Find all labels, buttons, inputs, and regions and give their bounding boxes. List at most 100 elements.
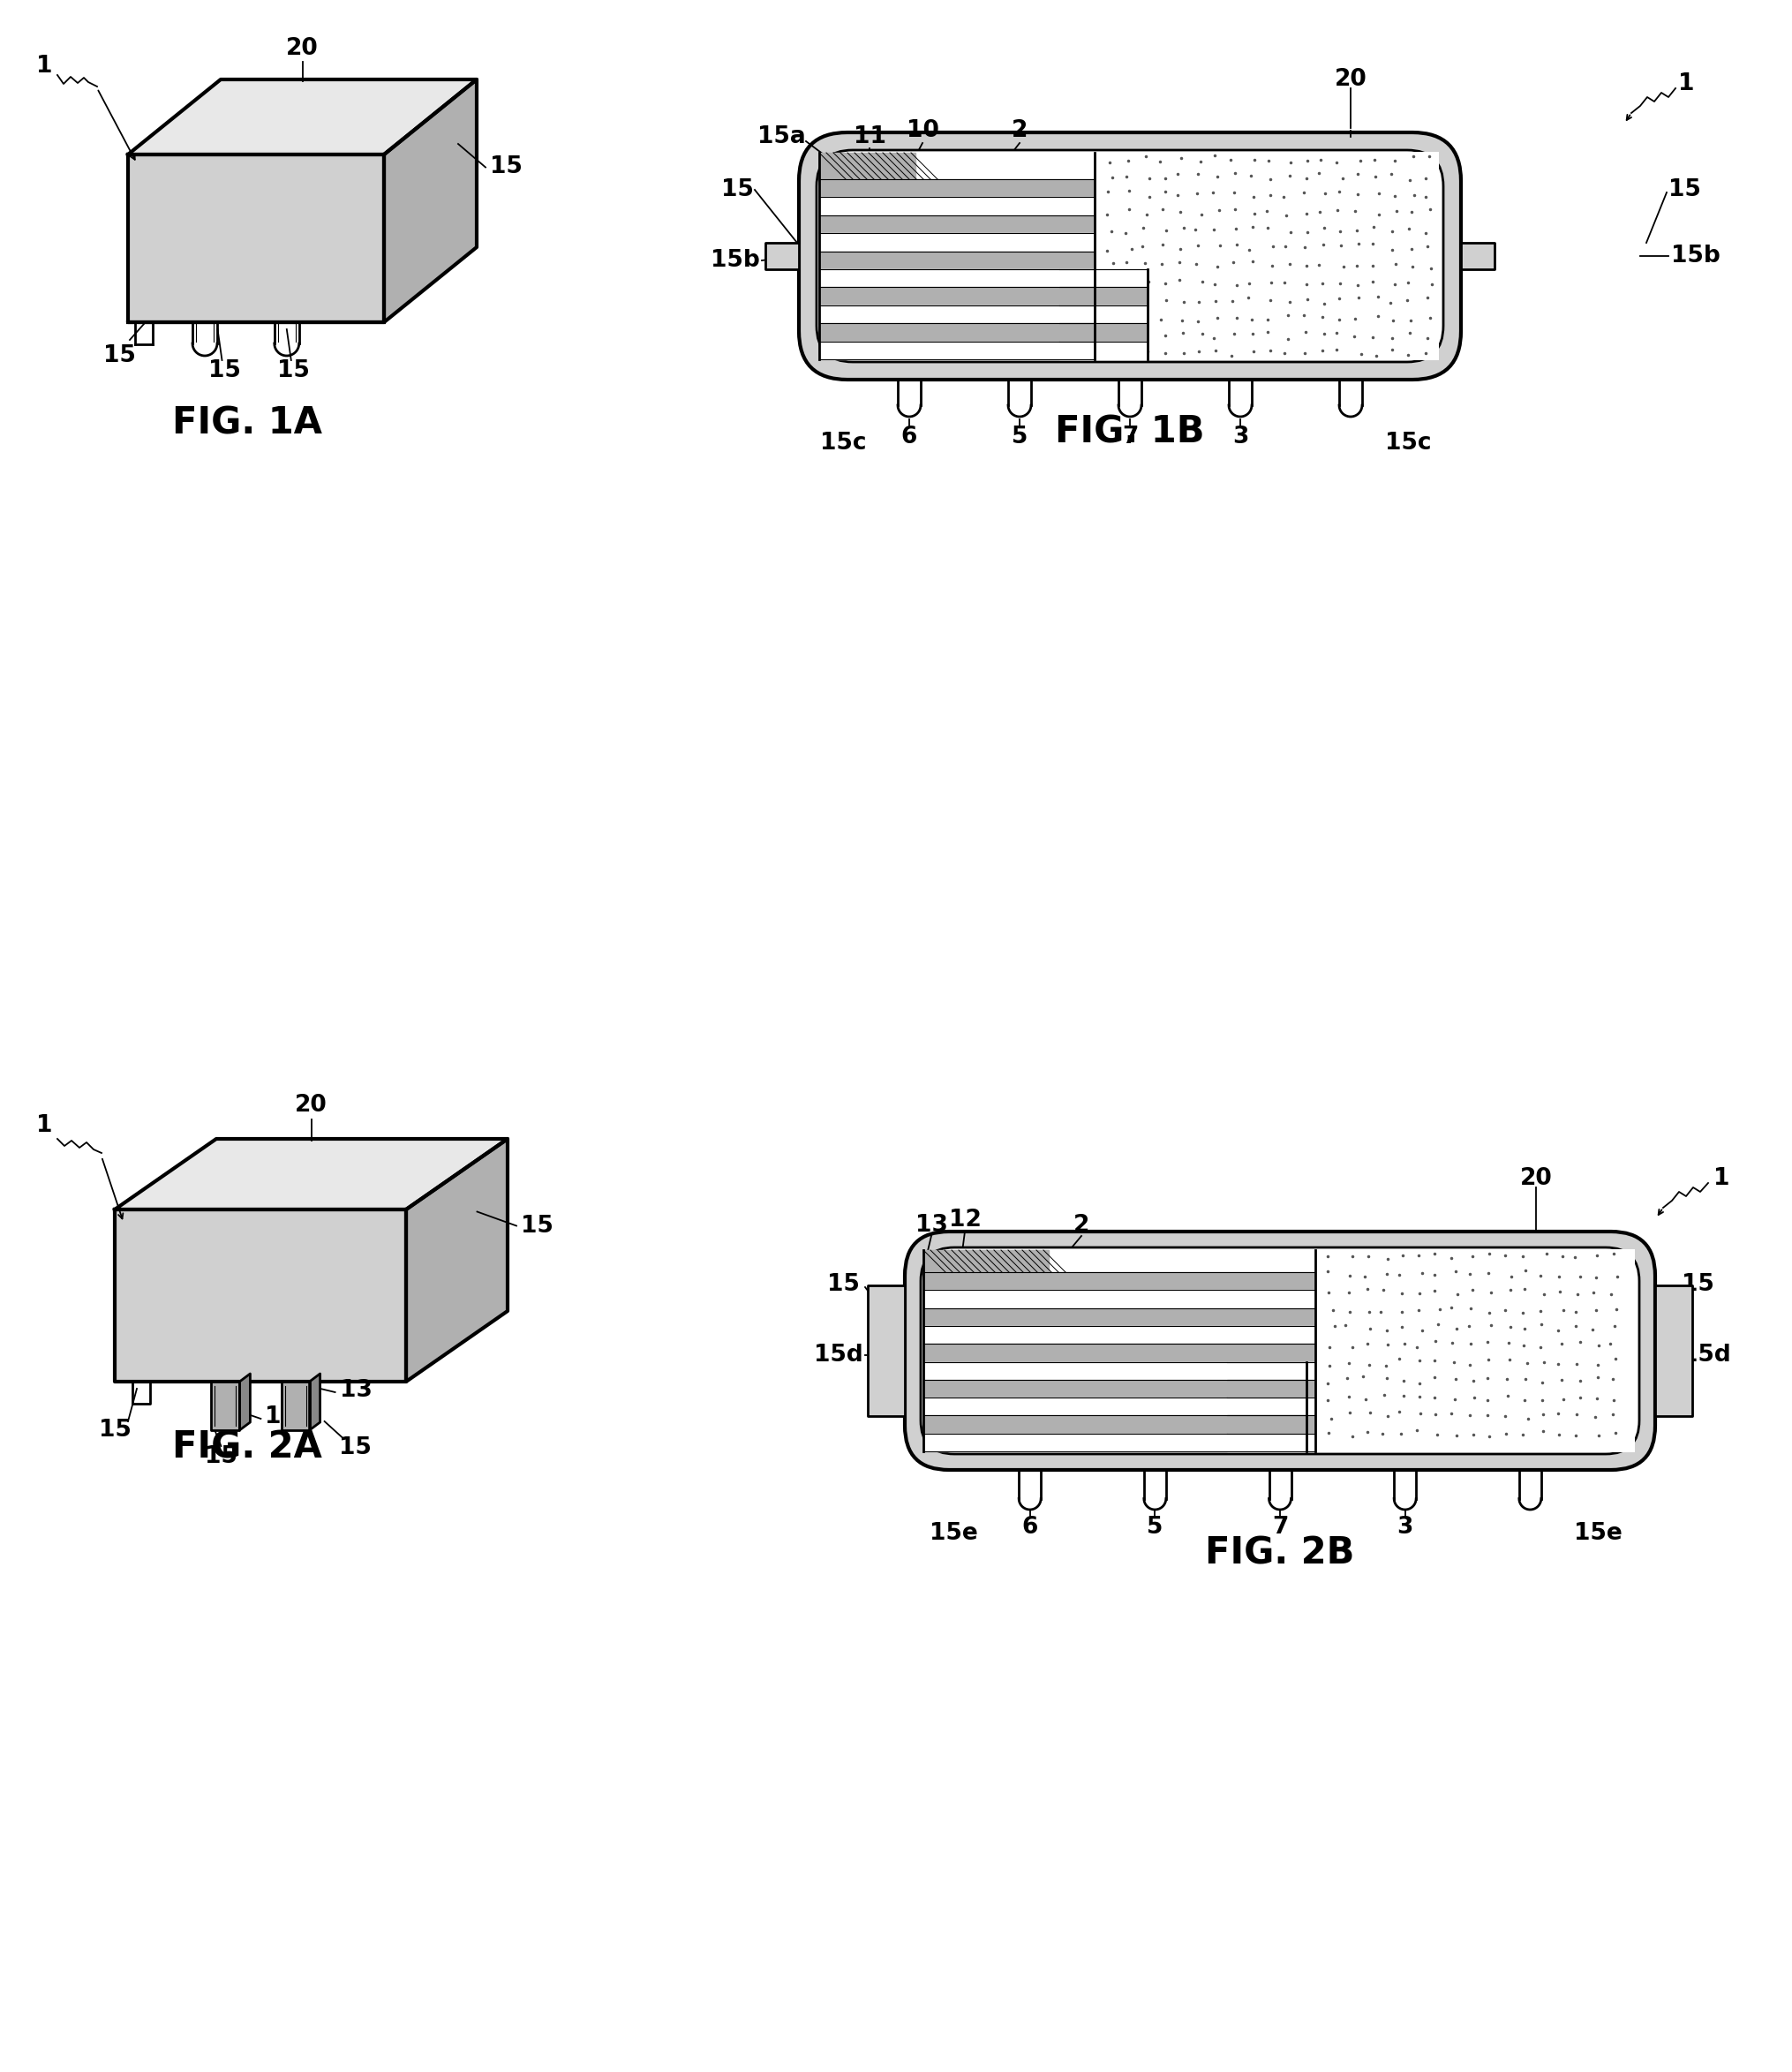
Text: 5: 5 — [1147, 1517, 1163, 1539]
Text: 15: 15 — [1668, 178, 1701, 201]
Text: 1: 1 — [36, 54, 52, 77]
Text: 11: 11 — [853, 126, 885, 149]
Text: 6: 6 — [1021, 1517, 1038, 1539]
Polygon shape — [923, 1326, 1315, 1345]
Text: 15c: 15c — [819, 431, 866, 454]
Text: 15e: 15e — [1573, 1523, 1622, 1546]
Polygon shape — [923, 1399, 1315, 1415]
FancyBboxPatch shape — [799, 133, 1460, 379]
Polygon shape — [923, 1307, 1315, 1326]
Polygon shape — [1226, 1434, 1306, 1450]
Polygon shape — [127, 155, 383, 323]
Polygon shape — [819, 251, 1095, 269]
Polygon shape — [1226, 1361, 1306, 1380]
Polygon shape — [923, 1361, 1315, 1380]
Text: 15: 15 — [520, 1214, 554, 1237]
Polygon shape — [819, 153, 916, 178]
Text: 20: 20 — [1333, 68, 1366, 91]
Text: 15: 15 — [99, 1419, 131, 1442]
Text: 1: 1 — [1713, 1167, 1729, 1189]
Text: 15b: 15b — [710, 249, 760, 271]
Polygon shape — [1059, 323, 1147, 342]
Text: 15e: 15e — [928, 1523, 977, 1546]
Text: 1: 1 — [36, 1115, 52, 1138]
Text: 15b: 15b — [1670, 244, 1720, 267]
Text: 6: 6 — [901, 425, 918, 448]
Polygon shape — [923, 1345, 1315, 1361]
Polygon shape — [923, 1380, 1315, 1399]
Polygon shape — [240, 1374, 251, 1430]
Text: 10: 10 — [905, 120, 939, 143]
FancyBboxPatch shape — [815, 149, 1443, 363]
Polygon shape — [923, 1415, 1315, 1434]
Text: 15c: 15c — [1383, 431, 1430, 454]
Bar — [1324, 1249, 1634, 1452]
Polygon shape — [1226, 1415, 1306, 1434]
Text: 15: 15 — [489, 155, 521, 178]
Polygon shape — [819, 342, 1095, 358]
Polygon shape — [405, 1140, 507, 1382]
Polygon shape — [819, 305, 1095, 323]
Text: 15: 15 — [1681, 1272, 1713, 1295]
Text: 20: 20 — [1520, 1167, 1552, 1189]
Polygon shape — [1059, 305, 1147, 323]
Polygon shape — [819, 269, 1095, 288]
Text: FIG. 2B: FIG. 2B — [1204, 1535, 1355, 1573]
Text: 20: 20 — [287, 37, 319, 60]
Text: 15a: 15a — [756, 126, 805, 149]
Polygon shape — [1059, 269, 1147, 288]
FancyBboxPatch shape — [921, 1247, 1638, 1455]
FancyBboxPatch shape — [905, 1231, 1654, 1469]
Text: 3: 3 — [1396, 1517, 1412, 1539]
Polygon shape — [819, 178, 1095, 197]
Polygon shape — [115, 1140, 507, 1210]
Text: FIG. 2A: FIG. 2A — [172, 1430, 323, 1467]
Text: FIG. 1A: FIG. 1A — [172, 406, 323, 441]
Polygon shape — [1059, 342, 1147, 358]
Text: 13: 13 — [265, 1405, 297, 1428]
Polygon shape — [1654, 1285, 1692, 1417]
Polygon shape — [765, 242, 799, 269]
Bar — [1102, 151, 1439, 361]
Polygon shape — [127, 79, 477, 155]
Polygon shape — [1460, 242, 1495, 269]
Polygon shape — [281, 1382, 310, 1430]
Polygon shape — [1059, 288, 1147, 305]
Text: 15: 15 — [720, 178, 753, 201]
Polygon shape — [115, 1210, 405, 1382]
Polygon shape — [819, 197, 1095, 215]
Text: 15: 15 — [204, 1444, 237, 1469]
Polygon shape — [1226, 1399, 1306, 1415]
Polygon shape — [310, 1374, 321, 1430]
Text: 3: 3 — [1231, 425, 1247, 448]
Polygon shape — [923, 1249, 1048, 1272]
Polygon shape — [819, 323, 1095, 342]
Polygon shape — [923, 1272, 1315, 1291]
Text: 1: 1 — [1677, 73, 1693, 95]
Text: 2: 2 — [1073, 1214, 1090, 1237]
Text: 2: 2 — [1011, 120, 1027, 143]
Polygon shape — [923, 1291, 1315, 1307]
Text: FIG. 1B: FIG. 1B — [1055, 414, 1204, 452]
Polygon shape — [819, 215, 1095, 234]
Polygon shape — [923, 1434, 1315, 1450]
Text: 15d: 15d — [814, 1343, 862, 1368]
Polygon shape — [819, 288, 1095, 305]
Text: 7: 7 — [1122, 425, 1138, 448]
Text: 5: 5 — [1011, 425, 1027, 448]
Polygon shape — [867, 1285, 905, 1417]
Polygon shape — [1226, 1380, 1306, 1399]
Text: 15: 15 — [339, 1436, 371, 1459]
Text: 13: 13 — [914, 1214, 948, 1237]
Polygon shape — [819, 234, 1095, 251]
Text: 15: 15 — [278, 358, 310, 381]
Polygon shape — [383, 79, 477, 323]
Text: 15: 15 — [102, 344, 136, 367]
Text: 12: 12 — [948, 1208, 980, 1231]
Text: 13: 13 — [339, 1380, 373, 1403]
Text: 15: 15 — [826, 1272, 858, 1295]
Text: 20: 20 — [296, 1094, 328, 1117]
Text: 15d: 15d — [1681, 1343, 1729, 1368]
Text: 7: 7 — [1271, 1517, 1287, 1539]
Polygon shape — [211, 1382, 240, 1430]
